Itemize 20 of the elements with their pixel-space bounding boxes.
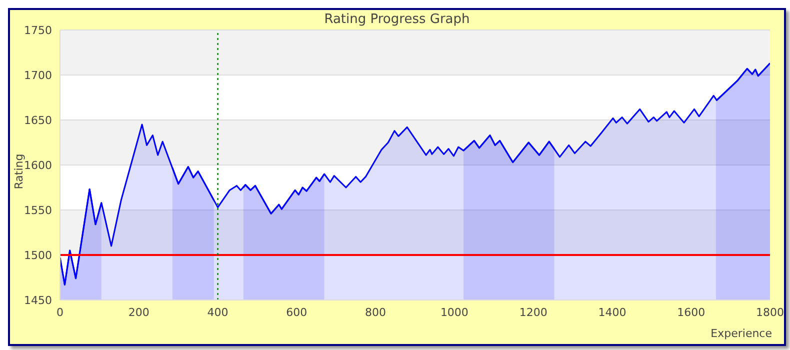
x-tick-label: 1400 [598,306,626,319]
y-tick-label: 1750 [24,24,52,37]
y-tick-label: 1500 [24,248,52,262]
y-tick-label: 1700 [24,68,52,82]
x-tick-label: 1000 [440,306,468,319]
x-tick-label: 200 [128,306,150,319]
x-tick-label: 1600 [677,306,706,319]
x-axis-title: Experience [710,327,772,340]
x-tick-label: 600 [286,306,308,319]
x-tick-label: 1200 [519,306,548,319]
y-axis-title: Rating [12,154,26,190]
y-tick-label: 1450 [24,294,52,307]
chart-title: Rating Progress Graph [324,12,470,27]
y-tick-label: 1550 [24,204,52,217]
x-tick-label: 400 [207,306,228,319]
x-tick-label: 0 [56,306,64,319]
y-tick-label: 1650 [24,114,52,127]
x-tick-label: 800 [365,306,386,319]
x-tick-label: 1800 [756,306,784,319]
y-tick-label: 1600 [24,158,52,172]
